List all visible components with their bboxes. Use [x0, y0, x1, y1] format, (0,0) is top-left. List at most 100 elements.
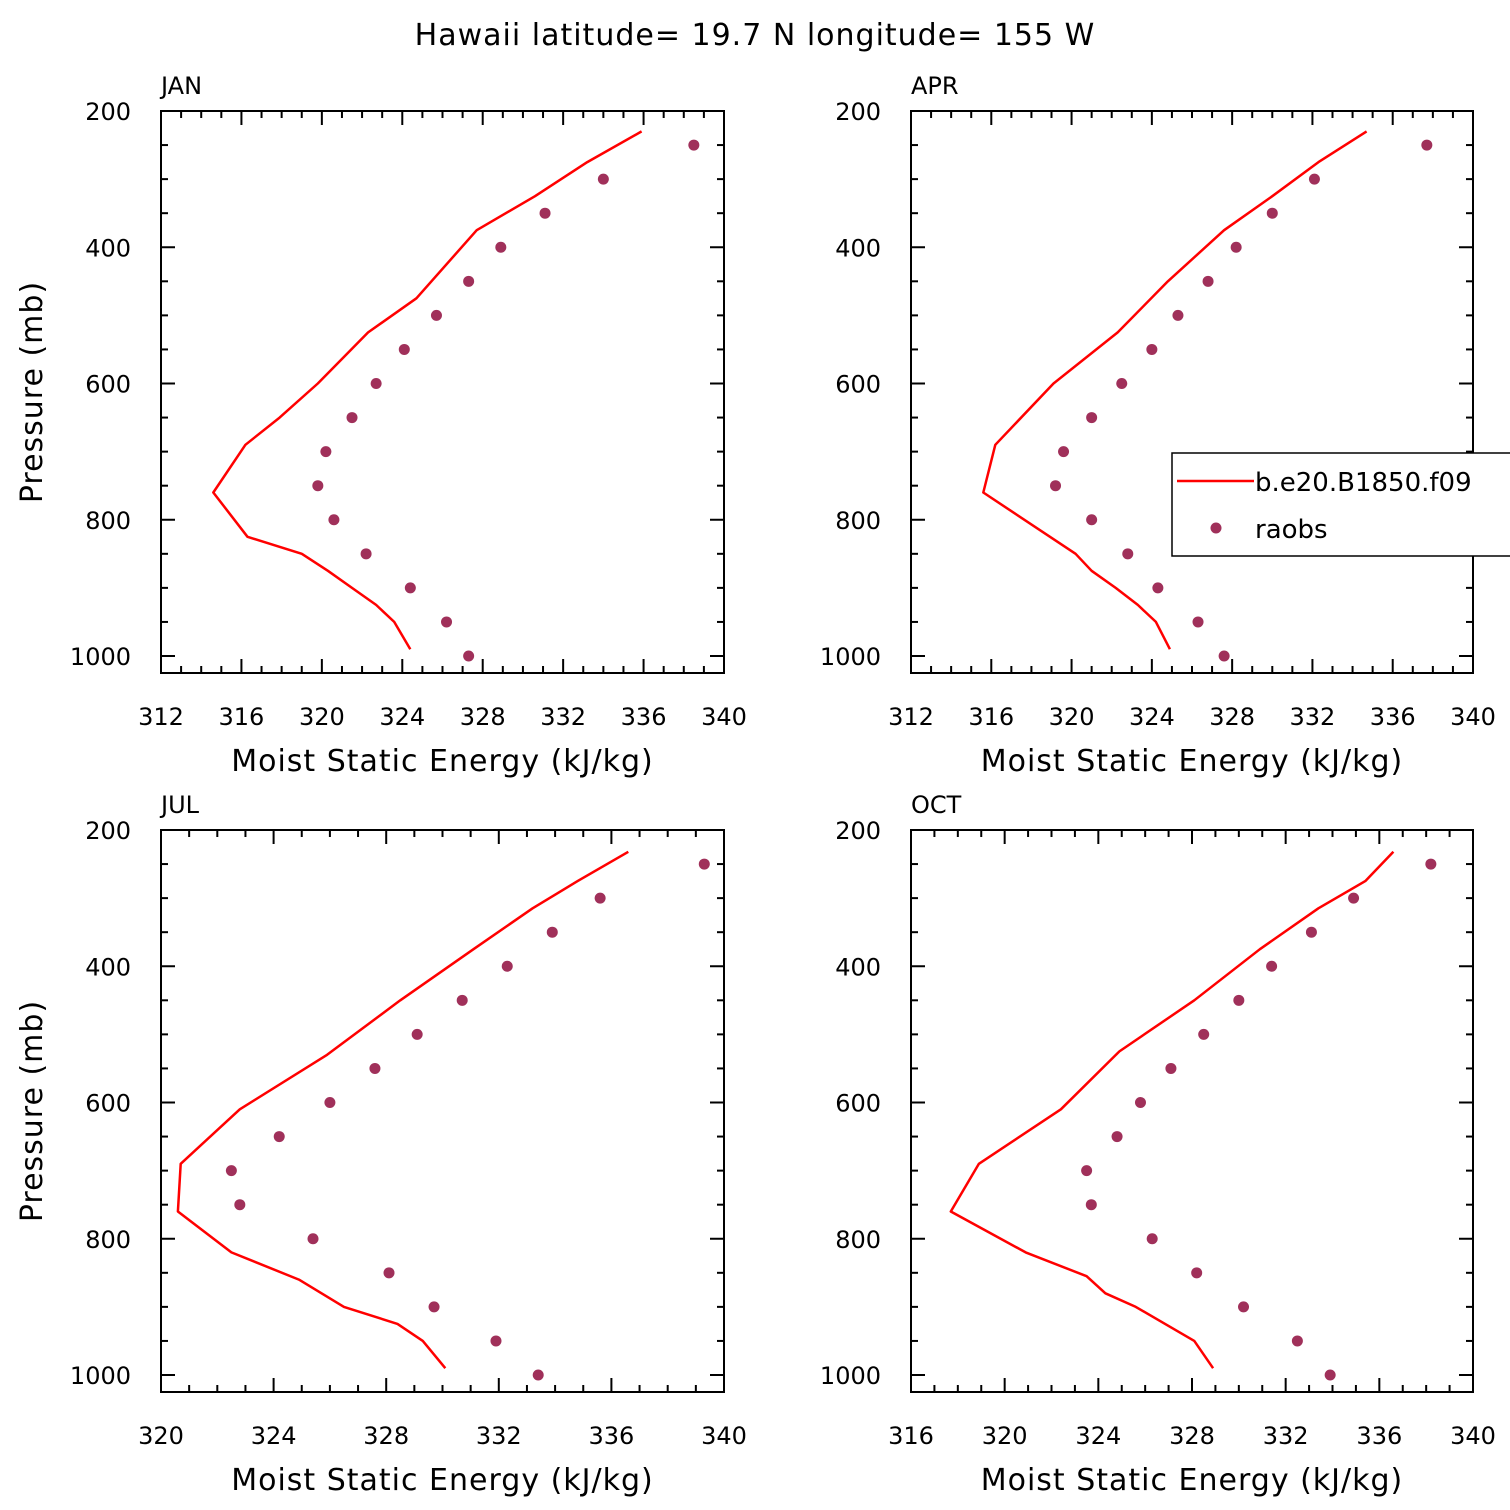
raobs-point [495, 241, 507, 253]
raobs-point [1202, 275, 1214, 287]
panels: 312 316 320 324 328 332 336 340 200 400 600 800 1000… [15, 72, 1510, 1498]
legend-entry-model: b.e20.B1850.f09 [1255, 468, 1472, 498]
model-profile-line [982, 130, 1368, 650]
y-tick-label: 600 [835, 1090, 881, 1118]
raobs-point [1324, 1369, 1336, 1381]
raobs-point [698, 858, 710, 870]
raobs-point [430, 309, 442, 321]
raobs-point [456, 994, 468, 1006]
raobs-point [346, 412, 358, 424]
x-tick-label: 340 [1450, 1422, 1496, 1450]
raobs-point [1172, 309, 1184, 321]
y-tick-label: 1000 [820, 1362, 881, 1390]
y-tick-label: 1000 [820, 643, 881, 671]
raobs-point [441, 616, 453, 628]
x-tick-label: 340 [1450, 703, 1496, 731]
x-tick-label: 336 [588, 1422, 634, 1450]
raobs-point [404, 582, 416, 594]
raobs-point [1050, 480, 1062, 492]
y-tick-label: 400 [835, 953, 881, 981]
raobs-point [1134, 1097, 1146, 1108]
raobs-point [594, 892, 606, 904]
x-tick-label: 328 [460, 703, 506, 731]
y-tick-label: 800 [85, 1226, 131, 1254]
x-tick-label: 316 [968, 703, 1014, 731]
x-tick-label: 328 [1209, 703, 1255, 731]
raobs-point [1111, 1131, 1123, 1143]
raobs-point [1230, 241, 1242, 253]
y-tick-label: 800 [85, 507, 131, 535]
raobs-point [307, 1233, 319, 1245]
y-tick-label: 400 [835, 234, 881, 262]
x-tick-label: 328 [1169, 1422, 1215, 1450]
x-tick-label: 332 [476, 1422, 522, 1450]
raobs-point [320, 446, 332, 458]
raobs-point [1058, 446, 1070, 458]
x-tick-label: 320 [138, 1422, 184, 1450]
y-tick-label: 400 [85, 234, 131, 262]
y-tick-label: 1000 [70, 643, 131, 671]
plot-frame [910, 829, 1474, 1393]
raobs-point [1421, 139, 1433, 151]
y-axis-title: Pressure (mb) [15, 1000, 50, 1222]
panel-label: JUL [159, 791, 200, 819]
raobs-point [501, 960, 513, 972]
x-tick-label: 336 [1370, 703, 1416, 731]
x-tick-label: 332 [1263, 1422, 1309, 1450]
raobs-point [1122, 548, 1134, 560]
raobs-point [1291, 1335, 1303, 1347]
raobs-point [428, 1301, 440, 1313]
raobs-point [1146, 1233, 1158, 1245]
legend-box [1171, 452, 1510, 557]
model-profile-line [212, 130, 643, 650]
raobs-point [1305, 926, 1317, 938]
y-tick-label: 600 [85, 1090, 131, 1118]
raobs-point [539, 207, 551, 219]
raobs-point [597, 173, 609, 185]
legend-point-swatch [1210, 522, 1222, 534]
raobs-point [1152, 582, 1164, 594]
x-tick-label: 324 [251, 1422, 297, 1450]
x-tick-label: 324 [379, 703, 425, 731]
x-tick-label: 336 [1356, 1422, 1402, 1450]
x-tick-label: 324 [1129, 703, 1175, 731]
panel-jul: 320 324 328 332 336 340 200 400 600 800 1000 JUL Moi… [15, 791, 747, 1498]
x-tick-label: 332 [540, 703, 586, 731]
raobs-point [1192, 616, 1204, 628]
panel-jan: 312 316 320 324 328 332 336 340 200 400 600 800 1000… [15, 72, 747, 779]
raobs-point [312, 480, 324, 492]
raobs-point [369, 1062, 381, 1074]
panel-label: OCT [911, 791, 962, 819]
y-tick-label: 400 [85, 953, 131, 981]
model-profile-line [176, 850, 629, 1369]
y-tick-label: 800 [835, 1226, 881, 1254]
raobs-point [360, 548, 372, 560]
y-tick-label: 200 [835, 817, 881, 845]
x-tick-label: 320 [299, 703, 345, 731]
raobs-point [463, 650, 475, 662]
raobs-point [1191, 1267, 1203, 1279]
panel-label: APR [911, 72, 959, 100]
raobs-point [1233, 994, 1245, 1006]
raobs-point [546, 926, 558, 938]
raobs-point [234, 1199, 246, 1211]
x-tick-label: 312 [138, 703, 184, 731]
raobs-point [463, 275, 475, 287]
raobs-point [688, 139, 700, 151]
y-tick-label: 200 [835, 98, 881, 126]
y-tick-label: 1000 [70, 1362, 131, 1390]
raobs-point [532, 1369, 544, 1381]
x-tick-label: 324 [1075, 1422, 1121, 1450]
figure-title: Hawaii latitude= 19.7 N longitude= 155 W [415, 18, 1096, 53]
raobs-point [1146, 343, 1158, 355]
raobs-point [328, 514, 340, 526]
plot-frame [160, 829, 725, 1393]
x-axis-title: Moist Static Energy (kJ/kg) [231, 744, 654, 779]
x-tick-label: 340 [701, 1422, 747, 1450]
raobs-point [1086, 412, 1098, 424]
raobs-point [1218, 650, 1230, 662]
y-tick-label: 600 [85, 371, 131, 399]
x-tick-label: 316 [219, 703, 265, 731]
x-tick-label: 320 [1049, 703, 1095, 731]
